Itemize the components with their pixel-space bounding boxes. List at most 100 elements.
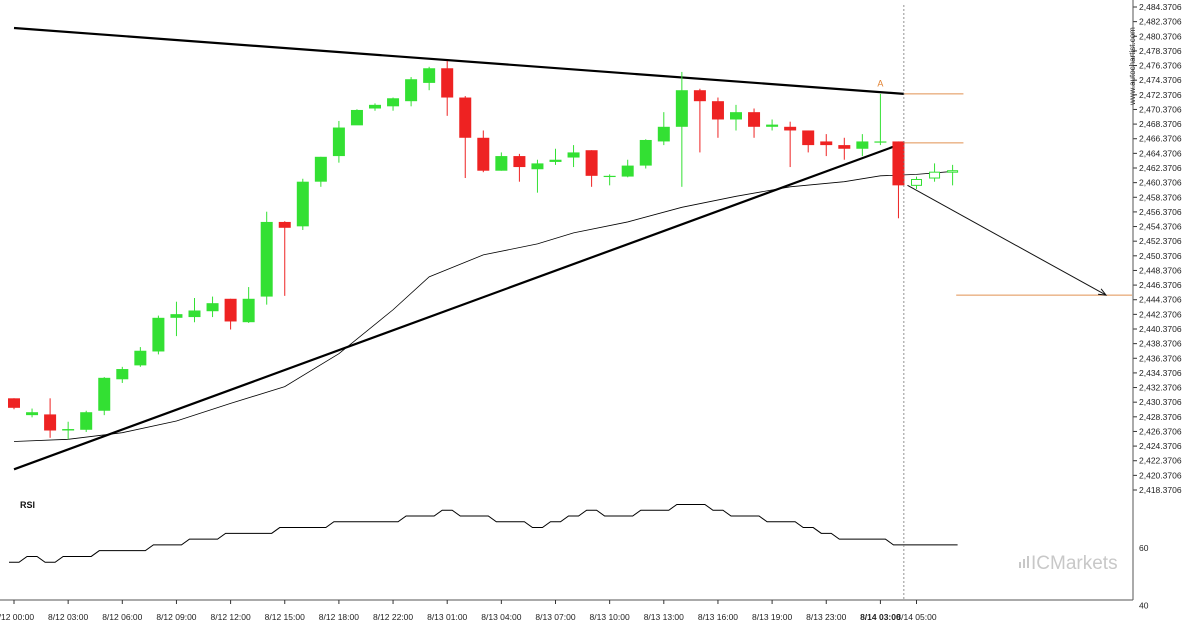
price-tick-label: 2,428.3706 [1139, 412, 1182, 422]
candle-body [911, 178, 922, 186]
candle [513, 153, 526, 182]
candle-body [152, 317, 165, 352]
candle-body [603, 175, 616, 178]
candle [98, 377, 111, 416]
candle [441, 60, 454, 116]
candle [369, 103, 381, 111]
candle-body [549, 159, 562, 162]
candle [711, 97, 724, 138]
candle [116, 366, 129, 383]
price-tick-label: 2,434.3706 [1139, 368, 1182, 378]
candle-body [459, 97, 472, 138]
candle-body [892, 141, 905, 186]
candle-body [26, 412, 39, 416]
candle-body [8, 398, 20, 408]
candle-body [314, 156, 327, 182]
candle [62, 421, 75, 440]
time-tick-label: 8/12 18:00 [319, 612, 359, 622]
candle [477, 130, 490, 173]
pattern-alert-label: A [877, 79, 883, 89]
candle [405, 77, 418, 107]
rsi-tick-label: 40 [1139, 601, 1149, 611]
candle-body [802, 130, 815, 146]
candle [784, 121, 797, 168]
brand-word: Markets [1050, 553, 1118, 574]
time-tick-label: 8/13 10:00 [590, 612, 630, 622]
candle-body [423, 68, 436, 83]
candle [603, 174, 616, 186]
price-tick-label: 2,424.3706 [1139, 441, 1182, 451]
projection-arrow-head [1098, 288, 1108, 296]
price-tick-label: 2,478.3706 [1139, 46, 1182, 56]
brand-logo: ICMarkets [1019, 553, 1118, 574]
rsi-panel: 60 40 [9, 503, 1149, 611]
candle-body [730, 112, 742, 120]
candle-body [856, 141, 869, 149]
pattern-levels [903, 93, 1132, 296]
candle [26, 408, 39, 418]
candle [224, 298, 237, 330]
candle [495, 152, 508, 171]
candle [188, 298, 201, 323]
candle [423, 66, 436, 91]
rsi-tick-label: 60 [1139, 543, 1149, 553]
candle [730, 104, 742, 131]
candle-body [929, 171, 941, 179]
candle [152, 315, 165, 355]
price-tick-label: 2,468.3706 [1139, 119, 1182, 129]
price-tick-label: 2,420.3706 [1139, 470, 1182, 480]
moving-average [13, 171, 953, 442]
candle [856, 134, 869, 157]
candle [639, 139, 652, 169]
moving-average-line [13, 171, 953, 442]
price-tick-label: 2,436.3706 [1139, 353, 1182, 363]
projection-arrow-line [907, 184, 1107, 296]
time-tick-label: 8/12 09:00 [156, 612, 196, 622]
candle [44, 398, 57, 438]
candle-body [531, 163, 544, 170]
candle [766, 119, 779, 131]
candle [332, 120, 345, 163]
candle-body [206, 303, 219, 312]
candle [8, 398, 20, 410]
time-tick-label: 8/12 15:00 [265, 612, 305, 622]
candle-body [332, 127, 345, 157]
time-tick-label: 8/13 01:00 [427, 612, 467, 622]
candle-body [296, 181, 309, 227]
candle [206, 296, 219, 318]
candle [820, 134, 833, 157]
brand-name: ICMarkets [1031, 553, 1118, 574]
time-tick-label: 8/12 12:00 [211, 612, 251, 622]
candle [802, 130, 815, 153]
price-tick-label: 2,442.3706 [1139, 309, 1182, 319]
candle [567, 145, 580, 168]
candle [242, 287, 255, 323]
price-tick-label: 2,464.3706 [1139, 148, 1182, 158]
candle-body [387, 98, 400, 107]
price-tick-label: 2,454.3706 [1139, 222, 1182, 232]
candle-body [874, 141, 887, 143]
candle [296, 178, 309, 230]
time-tick-label: 8/12 06:00 [102, 612, 142, 622]
candle [278, 221, 291, 296]
candle [260, 211, 273, 305]
candle-body [405, 79, 418, 102]
candle-body [224, 298, 237, 322]
price-tick-label: 2,446.3706 [1139, 280, 1182, 290]
price-tick-label: 2,458.3706 [1139, 192, 1182, 202]
price-tick-label: 2,432.3706 [1139, 383, 1182, 393]
candle-body [513, 156, 526, 168]
candle-body [44, 414, 57, 431]
candle-body [711, 101, 724, 120]
candle [531, 159, 544, 193]
candle [459, 96, 472, 179]
time-tick-label: 8/13 19:00 [752, 612, 792, 622]
time-tick-label: 8/13 23:00 [806, 612, 846, 622]
candle-body [188, 310, 201, 318]
candle [314, 156, 327, 187]
price-tick-label: 2,484.3706 [1139, 2, 1182, 12]
candle [929, 163, 941, 182]
candle-body [567, 152, 580, 158]
candle [675, 71, 688, 187]
